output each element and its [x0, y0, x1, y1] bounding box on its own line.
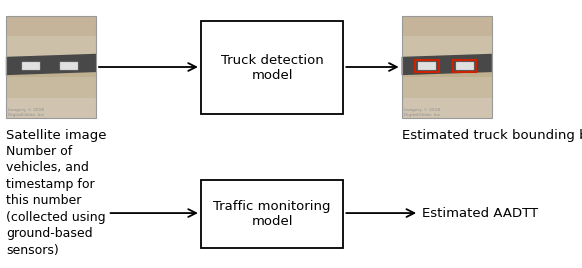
Bar	[402, 36, 492, 57]
Bar	[60, 62, 78, 70]
Bar	[201, 21, 343, 114]
Bar	[201, 180, 343, 248]
Bar	[418, 62, 436, 70]
Bar	[402, 57, 492, 77]
Bar	[456, 62, 474, 70]
Bar	[6, 57, 96, 77]
Text: Number of
vehicles, and
timestamp for
this number
(collected using
ground-based
: Number of vehicles, and timestamp for th…	[6, 145, 105, 257]
Bar	[6, 98, 96, 118]
Bar	[402, 16, 492, 118]
Text: Imagery © 2018
DigitalGlobe, Inc: Imagery © 2018 DigitalGlobe, Inc	[8, 108, 44, 117]
Text: Satellite image: Satellite image	[6, 129, 107, 142]
Bar	[415, 59, 439, 72]
Bar	[402, 98, 492, 118]
Text: Traffic monitoring
model: Traffic monitoring model	[214, 200, 331, 228]
Bar	[6, 16, 96, 36]
Bar	[453, 59, 477, 72]
Bar	[6, 36, 96, 57]
Text: Estimated AADTT: Estimated AADTT	[422, 207, 538, 219]
Bar	[402, 77, 492, 98]
Bar	[6, 16, 96, 118]
Bar	[402, 16, 492, 36]
Polygon shape	[6, 54, 96, 75]
Text: Estimated truck bounding boxes: Estimated truck bounding boxes	[402, 129, 582, 142]
Text: Imagery © 2018
DigitalGlobe, Inc: Imagery © 2018 DigitalGlobe, Inc	[404, 108, 440, 117]
Polygon shape	[402, 54, 492, 75]
Text: Truck detection
model: Truck detection model	[221, 54, 324, 82]
Bar	[6, 77, 96, 98]
Bar	[22, 62, 40, 70]
